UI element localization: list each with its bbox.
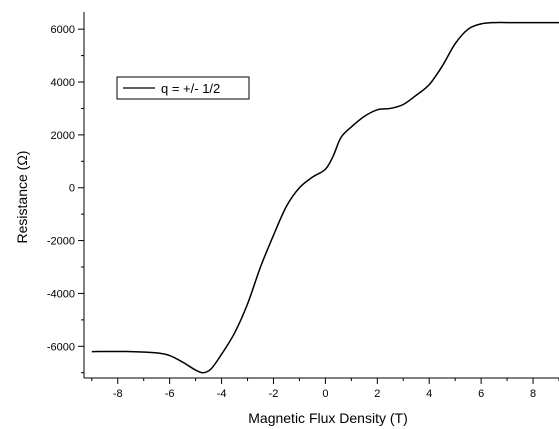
x-tick-label: 8 (530, 388, 536, 400)
y-tick-label: -6000 (47, 341, 75, 353)
y-tick-label: 6000 (51, 24, 75, 36)
x-tick-label: -8 (113, 388, 123, 400)
x-tick-label: -2 (269, 388, 279, 400)
y-tick-label: -4000 (47, 288, 75, 300)
y-tick-label: -2000 (47, 236, 75, 248)
y-axis-title: Resistance (Ω) (14, 151, 30, 244)
y-tick-label: 0 (69, 183, 75, 195)
x-tick-label: 0 (322, 388, 328, 400)
series-line-q-half (91, 21, 559, 374)
x-tick-label: -4 (217, 388, 227, 400)
x-tick-label: 6 (478, 388, 484, 400)
legend-label: q = +/- 1/2 (161, 81, 220, 96)
y-tick-label: 2000 (51, 130, 75, 142)
legend: q = +/- 1/2 (116, 76, 250, 100)
legend-box (116, 76, 250, 100)
x-tick-label: 2 (374, 388, 380, 400)
x-tick-label: -6 (165, 388, 175, 400)
x-tick-label: 4 (426, 388, 432, 400)
y-tick-label: 4000 (51, 77, 75, 89)
x-axis-title: Magnetic Flux Density (T) (248, 410, 407, 426)
